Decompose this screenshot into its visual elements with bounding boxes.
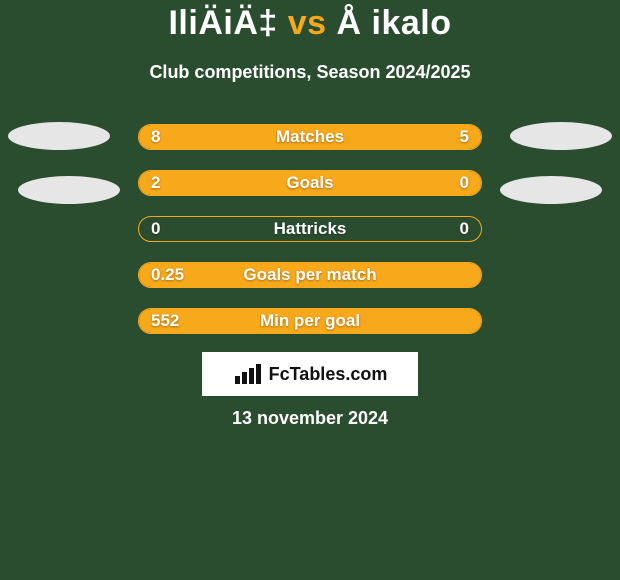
stat-row-goals-per-match: 0.25 Goals per match: [138, 262, 482, 288]
title-player2: Å ikalo: [337, 4, 452, 42]
player1-badge-bottom: [18, 176, 120, 204]
stat-label: Min per goal: [139, 309, 481, 333]
subtitle: Club competitions, Season 2024/2025: [0, 62, 620, 83]
title-vs: vs: [288, 4, 327, 42]
stat-label: Goals per match: [139, 263, 481, 287]
bar-chart-icon: [233, 362, 263, 386]
logo-text: FcTables.com: [269, 364, 388, 385]
player1-badge-top: [8, 122, 110, 150]
date-text: 13 november 2024: [0, 408, 620, 429]
stat-row-hattricks: 0 Hattricks 0: [138, 216, 482, 242]
stat-row-min-per-goal: 552 Min per goal: [138, 308, 482, 334]
stat-right-value: 0: [460, 171, 469, 195]
page-title: IliÄiÄ‡ vs Å ikalo: [0, 4, 620, 43]
stat-right-value: 5: [460, 125, 469, 149]
title-player1: IliÄiÄ‡: [168, 4, 277, 42]
stats-bars: 8 Matches 5 2 Goals 0 0 Hattricks 0 0.25…: [138, 124, 482, 354]
player2-badge-bottom: [500, 176, 602, 204]
stat-label: Hattricks: [139, 217, 481, 241]
stat-label: Matches: [139, 125, 481, 149]
stat-row-goals: 2 Goals 0: [138, 170, 482, 196]
stat-row-matches: 8 Matches 5: [138, 124, 482, 150]
logo-box: FcTables.com: [202, 352, 418, 396]
player2-badge-top: [510, 122, 612, 150]
stat-label: Goals: [139, 171, 481, 195]
stat-right-value: 0: [460, 217, 469, 241]
